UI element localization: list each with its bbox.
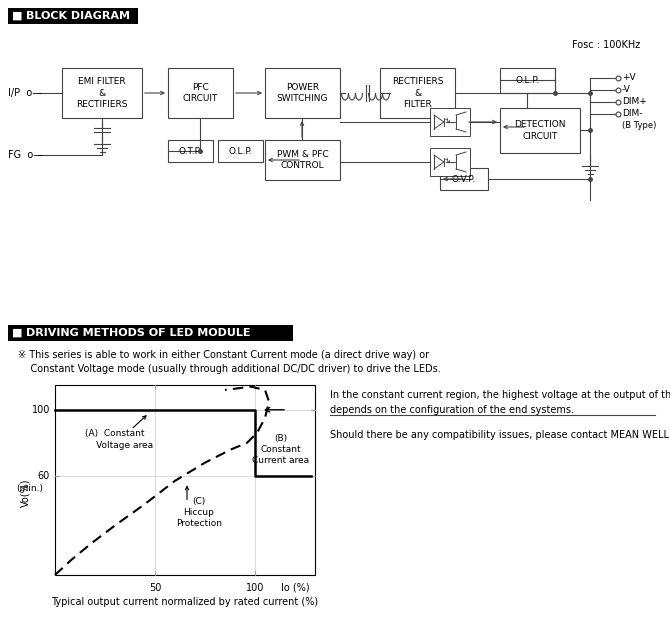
Text: BLOCK DIAGRAM: BLOCK DIAGRAM (26, 11, 130, 21)
Bar (168, 140, 213, 162)
Text: POWER
SWITCHING: POWER SWITCHING (277, 83, 328, 103)
Bar (62, 68, 142, 118)
Text: (min.): (min.) (17, 484, 44, 493)
Text: DRIVING METHODS OF LED MODULE: DRIVING METHODS OF LED MODULE (26, 328, 251, 338)
Text: (B Type): (B Type) (622, 122, 657, 131)
Bar (380, 68, 455, 118)
Text: RECTIFIERS
&
FILTER: RECTIFIERS & FILTER (392, 77, 444, 109)
Text: 100: 100 (31, 405, 50, 415)
Text: (B)
Constant
Current area: (B) Constant Current area (253, 434, 310, 465)
Text: ■: ■ (12, 328, 23, 338)
Text: (A)  Constant
       Voltage area: (A) Constant Voltage area (76, 430, 153, 449)
Text: I/P  o—: I/P o— (8, 88, 42, 98)
Text: 60: 60 (38, 471, 50, 481)
Text: (C)
Hiccup
Protection: (C) Hiccup Protection (176, 496, 222, 528)
Bar (55, 385, 315, 575)
Bar (265, 68, 340, 118)
Bar (500, 108, 580, 153)
Text: +V: +V (622, 73, 636, 82)
Bar (430, 108, 470, 136)
Text: FG  o—: FG o— (8, 150, 43, 160)
Bar (168, 68, 233, 118)
Bar (500, 68, 555, 93)
Text: -V: -V (622, 86, 631, 95)
Text: EMI FILTER
&
RECTIFIERS: EMI FILTER & RECTIFIERS (76, 77, 128, 109)
Text: Should there be any compatibility issues, please contact MEAN WELL.: Should there be any compatibility issues… (330, 430, 670, 440)
Text: O.V.P.: O.V.P. (452, 174, 476, 183)
Text: O.L.P.: O.L.P. (515, 76, 539, 85)
Text: ■: ■ (12, 11, 23, 21)
Text: O.L.P.: O.L.P. (228, 147, 253, 156)
Text: Fosc : 100KHz: Fosc : 100KHz (572, 40, 640, 50)
Bar (430, 148, 470, 176)
Text: PFC
CIRCUIT: PFC CIRCUIT (183, 83, 218, 103)
Text: 100: 100 (246, 583, 264, 593)
Text: ※ This series is able to work in either Constant Current mode (a direct drive wa: ※ This series is able to work in either … (18, 350, 441, 374)
Text: DETECTION
CIRCUIT: DETECTION CIRCUIT (515, 120, 565, 141)
Text: Io (%): Io (%) (281, 583, 310, 593)
Text: Typical output current normalized by rated current (%): Typical output current normalized by rat… (52, 597, 318, 607)
Bar (218, 140, 263, 162)
Text: In the constant current region, the highest voltage at the output of the driver
: In the constant current region, the high… (330, 390, 670, 415)
Text: DIM-: DIM- (622, 109, 643, 118)
Bar (8, 325, 293, 341)
Text: Vo(%): Vo(%) (20, 478, 30, 507)
Bar (8, 8, 138, 24)
Text: 50: 50 (149, 583, 161, 593)
Bar (440, 168, 488, 190)
Text: O.T.P.: O.T.P. (179, 147, 202, 156)
Text: DIM+: DIM+ (622, 98, 647, 107)
Text: PWM & PFC
CONTROL: PWM & PFC CONTROL (277, 150, 328, 170)
Bar (265, 140, 340, 180)
